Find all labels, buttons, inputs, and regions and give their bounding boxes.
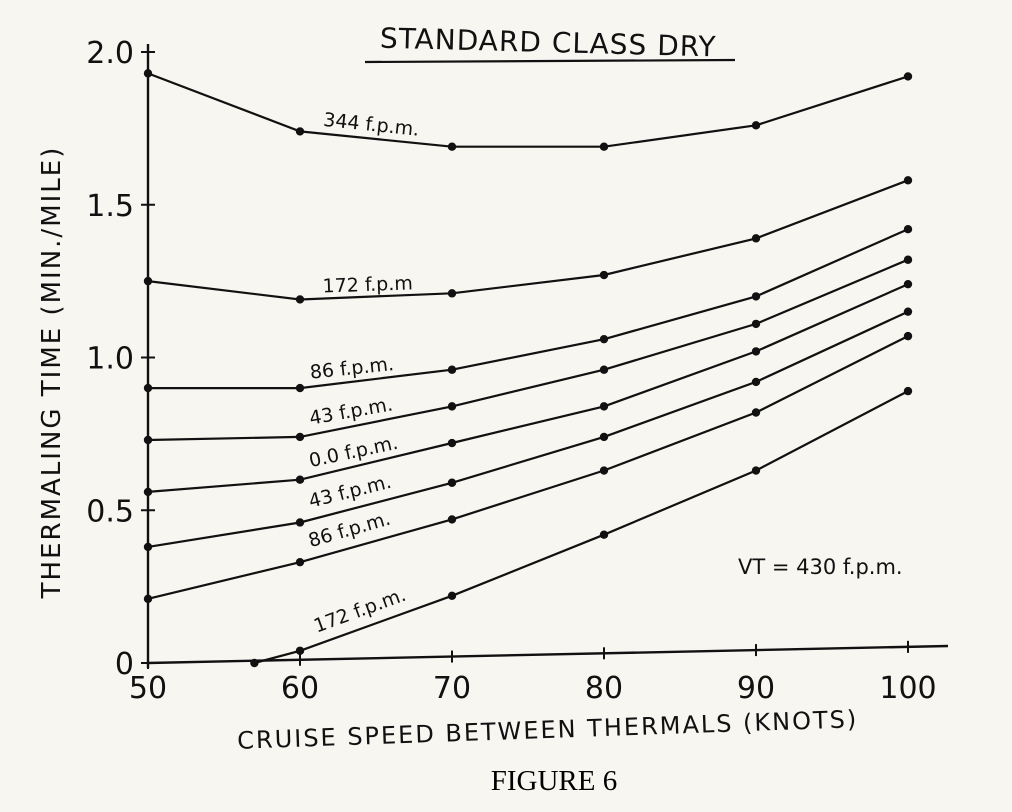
x-tick-label: 100 <box>879 671 936 706</box>
y-tick-label: 2.0 <box>86 36 134 71</box>
data-point <box>447 289 457 298</box>
series-line-7 <box>147 335 909 600</box>
data-point <box>599 530 609 539</box>
data-point <box>295 475 305 484</box>
vt-annotation: VT = 430 f.p.m. <box>738 555 903 579</box>
data-point <box>599 142 609 151</box>
series-line-3 <box>148 228 909 390</box>
data-point <box>751 121 761 130</box>
data-point <box>599 466 609 475</box>
axes <box>146 44 949 668</box>
data-point <box>447 142 457 151</box>
series-label: 86 f.p.m. <box>306 508 393 552</box>
series-group <box>147 72 909 665</box>
data-point <box>751 319 761 329</box>
data-point <box>295 127 305 136</box>
data-point <box>599 365 609 374</box>
y-axis-label: THERMALING TIME (MIN./MILE) <box>37 146 67 600</box>
y-tick-label: 0.5 <box>86 494 134 529</box>
data-point <box>143 594 153 604</box>
data-point <box>447 365 457 374</box>
data-point <box>250 658 259 668</box>
data-point <box>447 591 457 600</box>
data-point <box>447 515 457 524</box>
series-line-5 <box>147 283 909 493</box>
data-point <box>751 466 761 475</box>
y-tick-label: 0 <box>115 647 134 682</box>
data-point <box>143 383 153 393</box>
x-tick-label: 70 <box>433 671 471 706</box>
series-line-4 <box>147 258 909 442</box>
x-axis-line <box>147 644 949 665</box>
data-point <box>447 438 457 448</box>
ticks: 50 60 70 80 90 100 0 0.5 1.0 1.5 2.0 <box>86 36 936 706</box>
chart-title: STANDARD CLASS DRY <box>380 22 717 64</box>
data-point <box>599 402 609 411</box>
series-line-8 <box>254 390 909 665</box>
data-point <box>295 518 305 527</box>
series-line-6 <box>147 310 909 548</box>
data-point <box>295 557 305 567</box>
data-point <box>143 69 153 78</box>
data-point <box>903 224 913 234</box>
x-tick-label: 80 <box>585 671 623 706</box>
data-point <box>903 307 913 316</box>
y-tick-label: 1.0 <box>86 342 134 377</box>
series-line-2 <box>147 179 909 301</box>
series-labels-group: 344 f.p.m.172 f.p.m86 f.p.m.43 f.p.m.0.0… <box>306 109 420 638</box>
figure-caption: FIGURE 6 <box>491 765 617 797</box>
data-point <box>903 279 913 289</box>
series-label: 172 f.p.m <box>322 272 413 297</box>
data-point <box>903 72 913 81</box>
data-point <box>599 432 609 442</box>
series-label: 43 f.p.m. <box>307 471 394 513</box>
data-point <box>599 334 609 344</box>
data-point <box>903 331 913 341</box>
data-point <box>599 270 609 280</box>
data-point <box>143 542 153 552</box>
data-point <box>903 176 913 185</box>
data-point <box>751 292 761 301</box>
data-point <box>295 383 305 393</box>
series-line-1 <box>147 72 909 148</box>
x-tick-label: 60 <box>281 671 319 706</box>
data-point <box>447 402 457 411</box>
y-tick-label: 1.5 <box>86 189 134 224</box>
x-tick-label: 90 <box>737 671 775 706</box>
data-point <box>143 435 153 445</box>
points-group <box>143 69 913 668</box>
series-label: 43 f.p.m. <box>308 393 395 429</box>
data-point <box>447 478 457 487</box>
data-point <box>751 408 761 417</box>
data-point <box>143 487 153 497</box>
data-point <box>751 377 761 387</box>
data-point <box>295 295 305 304</box>
data-point <box>295 646 305 655</box>
data-point <box>903 386 913 396</box>
title-underline <box>364 58 736 64</box>
x-tick-label: 50 <box>129 671 167 706</box>
data-point <box>143 276 153 286</box>
x-axis-label: CRUISE SPEED BETWEEN THERMALS (KNOTS) <box>237 705 859 755</box>
data-point <box>751 347 761 356</box>
data-point <box>903 255 913 264</box>
data-point <box>295 432 305 442</box>
data-point <box>751 234 761 243</box>
